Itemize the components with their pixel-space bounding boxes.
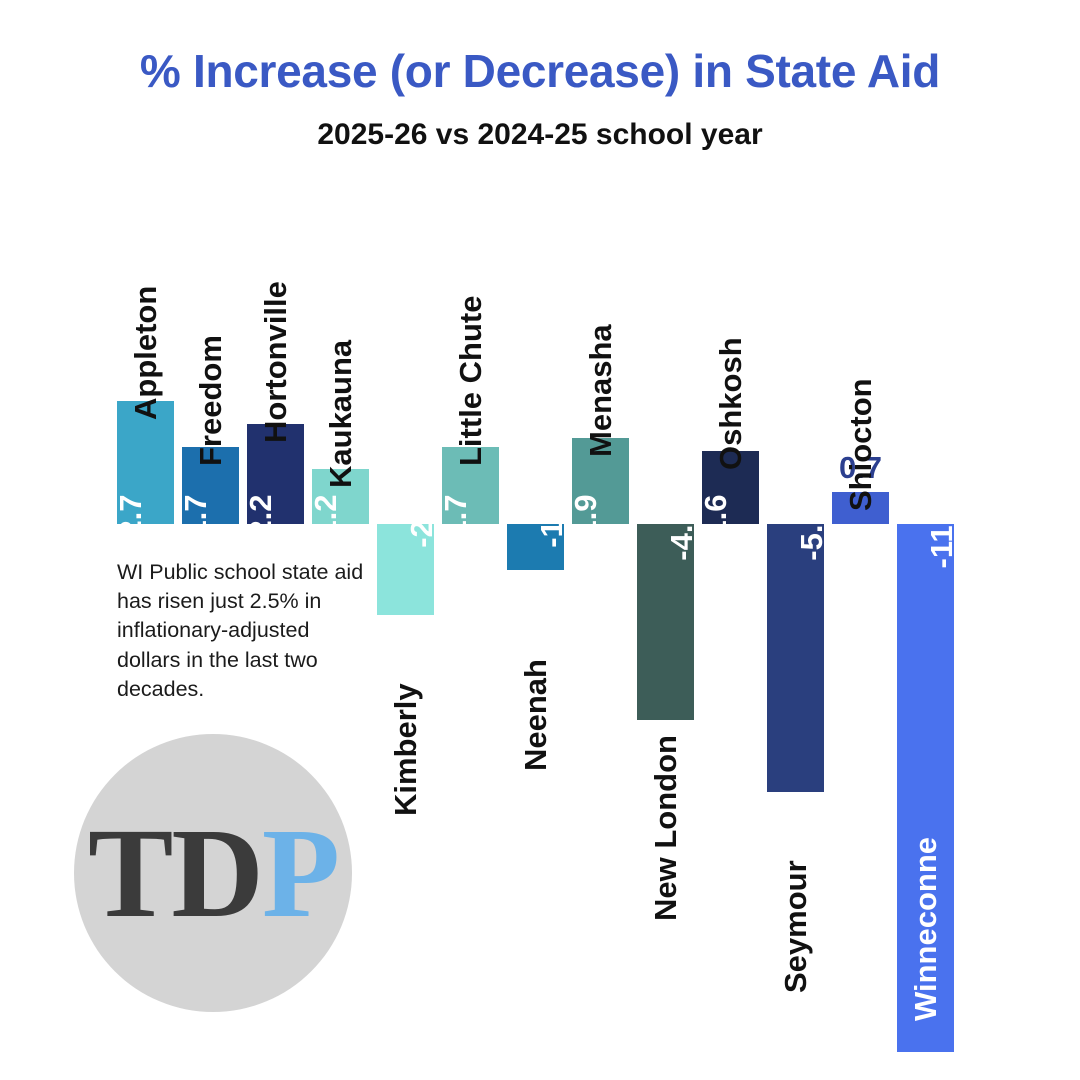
bar-value-label: 1.7 [177,494,213,538]
bar-value-label: -11.6 [923,499,959,569]
category-label-new-london: New London [647,734,683,921]
logo-td-text: TD [88,801,264,944]
bar-kaukauna[interactable]: 1.2 [308,469,369,538]
bar-freedom[interactable]: 1.7 [178,446,239,538]
category-label-menasha: Menasha [582,323,618,457]
bar-shiocton[interactable] [832,492,889,524]
bar-oshkosh[interactable]: 1.6 [698,451,759,538]
bar-value-label: 1.6 [697,494,733,538]
category-label-winneconne: Winneconne [907,836,943,1021]
tdp-logo: TD P [74,734,352,1012]
bar-value-label: 2.7 [112,494,148,538]
bar-winneconne[interactable]: -11.6 [897,500,959,1052]
bar-seymour[interactable]: -5.9 [767,507,829,793]
bar-value-label: 1.2 [307,494,343,538]
bar-value-label: -1 [533,520,569,548]
page-title: % Increase (or Decrease) in State Aid [139,45,941,97]
bar-value-label: -4.3 [663,507,699,561]
page-subtitle: 2025-26 vs 2024-25 school year [317,118,763,151]
category-label-neenah: Neenah [517,658,553,771]
logo-p-text: P [261,801,340,944]
bar-value-label: 1.7 [437,494,473,538]
category-label-kaukauna: Kaukauna [322,340,358,489]
bar-value-label: 1.9 [567,494,603,538]
category-label-shiocton: Shiocton [842,378,878,512]
bar-value-label: 2.2 [242,494,278,538]
category-label-freedom: Freedom [192,334,228,466]
bar-menasha[interactable]: 1.9 [568,437,629,538]
category-label-oshkosh: Oshkosh [712,337,748,471]
bar-appleton[interactable]: 2.7 [113,401,174,538]
category-label-seymour: Seymour [777,860,813,994]
bar-hortonville[interactable]: 2.2 [243,423,304,538]
category-label-kimberly: Kimberly [387,683,423,816]
bar-value-label: 0.7 [838,450,883,486]
bar-new-london[interactable]: -4.3 [637,507,699,720]
bar-neenah[interactable]: -1 [507,520,569,570]
bar-value-label: -2 [403,520,439,548]
logo-wordmark: TD P [74,734,352,1012]
bar-value-label: -5.9 [793,507,829,561]
bar-little-chute[interactable]: 1.7 [438,446,499,538]
bar-kimberly[interactable]: -2 [377,520,439,615]
annotation-note: WI Public school state aid has risen jus… [117,560,364,701]
category-label-little-chute: Little Chute [452,295,488,466]
category-label-hortonville: Hortonville [257,280,293,443]
category-label-appleton: Appleton [127,285,163,421]
